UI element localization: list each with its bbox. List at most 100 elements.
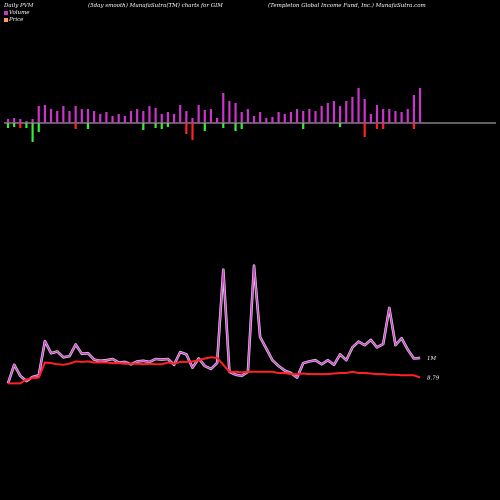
- pvm-bar-up-55: [345, 101, 348, 123]
- pvm-bar-up-66: [412, 95, 415, 123]
- legend-price-swatch: [4, 17, 8, 22]
- pvm-bar-up-29: [185, 111, 188, 123]
- pvm-bar-down-0: [6, 123, 10, 128]
- pvm-bar-up-32: [203, 110, 206, 123]
- legend-volume-swatch: [4, 10, 8, 15]
- pvm-bar-up-65: [406, 109, 409, 123]
- pvm-bar-down-38: [240, 123, 243, 129]
- pvm-bar-up-13: [86, 109, 90, 123]
- pvm-bar-down-29: [185, 123, 188, 134]
- pvm-bar-up-3: [25, 121, 28, 123]
- pvm-bar-up-17: [111, 116, 114, 123]
- pvm-bar-up-35: [222, 93, 225, 123]
- pvm-bar-down-48: [302, 123, 305, 129]
- pvm-bar-up-40: [252, 116, 256, 123]
- pvm-bar-up-59: [369, 114, 372, 123]
- pvm-bar-up-46: [289, 112, 292, 123]
- pvm-bar-up-9: [62, 106, 65, 123]
- pvm-bar-up-16: [105, 112, 108, 123]
- pvm-bar-down-13: [86, 123, 90, 129]
- pvm-bar-down-58: [363, 123, 366, 137]
- annotation-volume: 1M: [427, 356, 436, 362]
- pvm-bar-up-60: [375, 105, 379, 123]
- pvm-bar-up-56: [351, 97, 354, 123]
- pvm-bar-up-4: [31, 119, 34, 123]
- pvm-bar-up-34: [216, 118, 219, 123]
- pvm-bar-up-44: [277, 112, 280, 123]
- pvm-bar-up-30: [191, 118, 194, 123]
- pvm-bar-down-35: [222, 123, 225, 128]
- pvm-bar-up-19: [123, 116, 126, 123]
- pvm-bar-up-57: [357, 88, 360, 123]
- pvm-bar-up-42: [265, 118, 268, 123]
- pvm-bar-up-36: [228, 101, 231, 123]
- pvm-bar-up-0: [6, 119, 10, 123]
- pvm-bar-up-48: [302, 111, 305, 123]
- pvm-bar-up-58: [363, 99, 366, 123]
- pvm-bar-down-11: [74, 123, 77, 129]
- pvm-bar-up-18: [117, 114, 120, 123]
- pvm-bar-up-31: [197, 105, 200, 123]
- pvm-bar-up-67: [418, 88, 422, 123]
- chart-header-center: (5day smooth) MunafaSutra(TM) charts for…: [88, 3, 223, 9]
- pvm-bar-down-25: [160, 123, 163, 129]
- pvm-bar-up-11: [74, 106, 77, 123]
- pvm-bar-down-61: [382, 123, 385, 129]
- pvm-bar-up-37: [234, 103, 237, 123]
- pvm-bar-down-24: [154, 123, 157, 128]
- pvm-bar-up-14: [93, 111, 96, 123]
- legend-volume-label: Volume: [9, 10, 30, 16]
- pvm-bar-up-47: [295, 109, 299, 123]
- legend-price-label: Price: [9, 17, 24, 23]
- pvm-bar-up-7: [49, 109, 53, 123]
- pvm-bar-up-62: [388, 109, 391, 123]
- pvm-bar-up-26: [166, 112, 169, 123]
- pvm-bar-up-10: [68, 111, 71, 123]
- pvm-bar-up-49: [308, 109, 311, 123]
- pvm-bar-up-12: [80, 109, 83, 123]
- pvm-bar-down-5: [37, 123, 40, 132]
- pvm-bar-down-3: [25, 123, 28, 128]
- pvm-bar-up-6: [43, 105, 46, 123]
- pvm-bar-up-24: [154, 108, 157, 123]
- pvm-bar-up-38: [240, 112, 243, 123]
- pvm-bar-down-22: [142, 123, 145, 130]
- pvm-bar-down-32: [203, 123, 206, 131]
- pvm-bar-up-25: [160, 114, 163, 123]
- pvm-bar-down-4: [31, 123, 34, 142]
- chart-header-right: (Templeton Global Income Fund, Inc.) Mun…: [268, 3, 426, 9]
- pvm-bar-up-15: [99, 114, 102, 123]
- pvm-bar-down-26: [166, 123, 169, 127]
- pvm-bar-up-28: [179, 105, 182, 123]
- volume-line: [7, 265, 421, 384]
- pvm-bar-down-66: [412, 123, 415, 129]
- pvm-bar-up-61: [382, 109, 385, 123]
- pvm-bar-down-60: [375, 123, 379, 129]
- legend-price: Price: [4, 17, 23, 23]
- pvm-bar-down-54: [339, 123, 342, 127]
- pvm-bar-up-63: [394, 111, 397, 123]
- pvm-bar-up-33: [209, 109, 213, 123]
- pvm-bar-up-64: [400, 112, 403, 123]
- pvm-bar-up-1: [13, 118, 16, 123]
- legend-volume: Volume: [4, 10, 30, 16]
- pvm-bar-up-41: [259, 112, 262, 123]
- pvm-bar-up-53: [332, 101, 336, 123]
- pvm-bar-up-23: [148, 106, 151, 123]
- pvm-bar-up-5: [37, 106, 40, 123]
- annotation-price: 8.79: [427, 376, 440, 382]
- pvm-bar-up-22: [142, 111, 145, 123]
- pvm-bar-down-30: [191, 123, 194, 140]
- price-line: [8, 356, 421, 385]
- pvm-bar-up-52: [326, 103, 329, 123]
- pvm-bar-up-39: [246, 109, 249, 123]
- pvm-bar-up-50: [314, 111, 317, 123]
- pvm-bar-up-27: [172, 114, 176, 123]
- pvm-bar-up-45: [283, 114, 286, 123]
- pvm-bar-up-8: [56, 111, 59, 123]
- pvm-bar-up-21: [136, 109, 139, 123]
- chart-header-left: Daily PVM: [4, 3, 34, 9]
- pvm-bar-up-54: [339, 106, 342, 123]
- pvm-bar-down-2: [19, 123, 22, 128]
